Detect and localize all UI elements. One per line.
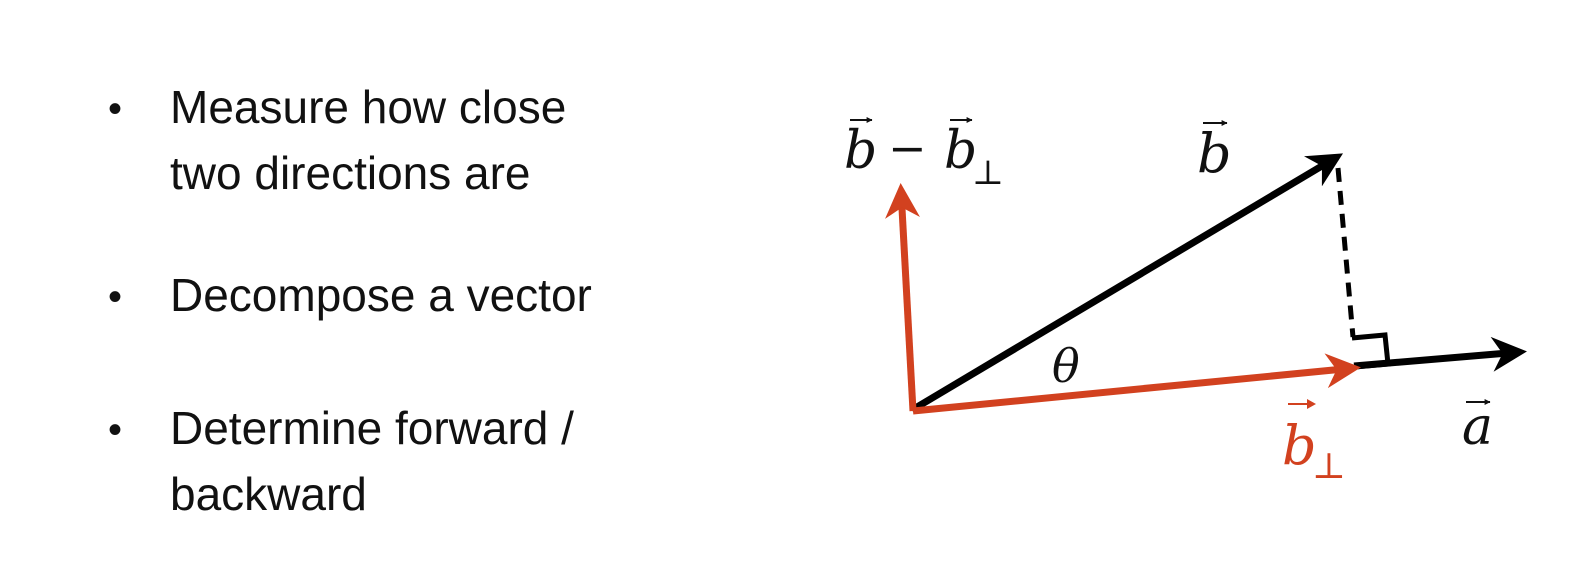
bullet-text: Determine forward / backward [170, 402, 574, 520]
vector-b-minus-bperp-arrow [885, 183, 920, 412]
bullet-item-decompose: • Decompose a vector [108, 269, 592, 328]
label-a-text: a [1462, 397, 1493, 457]
bullet-text: Measure how close two directions are [170, 81, 567, 199]
vector-accent-arrowhead [1307, 399, 1316, 409]
bullet-item-determine: • Determine forward / backward [108, 402, 574, 527]
label-b: b [1197, 120, 1232, 185]
bullet-dot: • [108, 87, 123, 131]
vector-bperp-arrow [912, 353, 1361, 415]
bullet-text: Decompose a vector [170, 269, 592, 321]
label-b-letter: b [844, 121, 877, 181]
label-b-text: b [1197, 122, 1232, 185]
vector-b-arrow [910, 153, 1344, 414]
vector-projection-diagram: b − b ⊥ b θ b ⊥ a [844, 117, 1527, 487]
label-bperp-perp: ⊥ [1312, 446, 1346, 487]
label-b2-letter: b [944, 121, 977, 181]
label-bperp: b ⊥ [1282, 399, 1346, 487]
perpendicular-dashed-line [1335, 167, 1356, 338]
label-a: a [1462, 397, 1493, 457]
label-b-minus-bperp: b − b ⊥ [844, 117, 1004, 193]
bullet-item-measure: • Measure how close two directions are [108, 81, 566, 206]
bullet-dot: • [108, 275, 123, 319]
label-theta: θ [1052, 339, 1080, 393]
right-angle-marker [1351, 332, 1391, 370]
label-minus-sign: − [888, 121, 927, 175]
bullet-dot: • [108, 408, 123, 452]
bullet-list: • Measure how close two directions are •… [0, 0, 760, 577]
label-bperp-b: b [1282, 414, 1317, 477]
label-perp-symbol: ⊥ [972, 153, 1004, 193]
